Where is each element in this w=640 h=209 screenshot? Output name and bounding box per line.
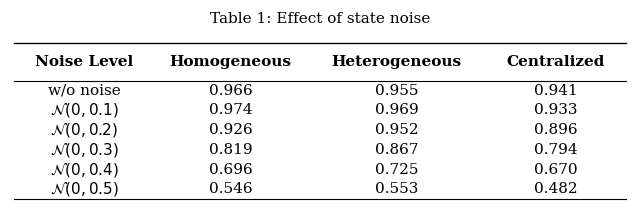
Text: 0.969: 0.969: [374, 103, 419, 117]
Text: 0.896: 0.896: [534, 123, 577, 137]
Text: w/o noise: w/o noise: [48, 84, 120, 98]
Text: 0.670: 0.670: [534, 163, 577, 177]
Text: $\mathcal{N}(0, 0.2)$: $\mathcal{N}(0, 0.2)$: [50, 121, 118, 139]
Text: $\mathcal{N}(0, 0.1)$: $\mathcal{N}(0, 0.1)$: [50, 101, 118, 119]
Text: Centralized: Centralized: [507, 55, 605, 69]
Text: 0.794: 0.794: [534, 143, 577, 157]
Text: 0.867: 0.867: [374, 143, 418, 157]
Text: Table 1: Effect of state noise: Table 1: Effect of state noise: [210, 12, 430, 26]
Text: $\mathcal{N}(0, 0.3)$: $\mathcal{N}(0, 0.3)$: [50, 141, 118, 159]
Text: 0.482: 0.482: [534, 182, 577, 196]
Text: 0.819: 0.819: [209, 143, 253, 157]
Text: $\mathcal{N}(0, 0.4)$: $\mathcal{N}(0, 0.4)$: [50, 161, 118, 179]
Text: 0.933: 0.933: [534, 103, 577, 117]
Text: 0.974: 0.974: [209, 103, 253, 117]
Text: 0.546: 0.546: [209, 182, 253, 196]
Text: Homogeneous: Homogeneous: [170, 55, 292, 69]
Text: 0.966: 0.966: [209, 84, 253, 98]
Text: 0.952: 0.952: [374, 123, 419, 137]
Text: 0.941: 0.941: [534, 84, 578, 98]
Text: 0.553: 0.553: [375, 182, 418, 196]
Text: $\mathcal{N}(0, 0.5)$: $\mathcal{N}(0, 0.5)$: [50, 181, 118, 199]
Text: Noise Level: Noise Level: [35, 55, 133, 69]
Text: 0.926: 0.926: [209, 123, 253, 137]
Text: 0.725: 0.725: [374, 163, 418, 177]
Text: 0.955: 0.955: [374, 84, 418, 98]
Text: 0.696: 0.696: [209, 163, 253, 177]
Text: Heterogeneous: Heterogeneous: [332, 55, 461, 69]
